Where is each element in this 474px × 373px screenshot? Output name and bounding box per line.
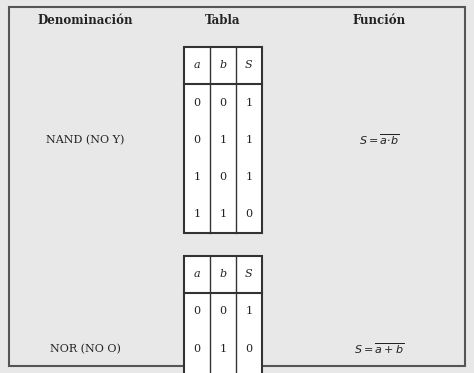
Bar bbox=[183, 256, 262, 373]
Text: 0: 0 bbox=[193, 98, 201, 107]
Text: 0: 0 bbox=[219, 307, 227, 316]
Text: 1: 1 bbox=[245, 307, 253, 316]
Text: 1: 1 bbox=[245, 98, 253, 107]
Text: NAND (NO Y): NAND (NO Y) bbox=[46, 135, 125, 145]
Text: 0: 0 bbox=[245, 344, 253, 354]
Text: Tabla: Tabla bbox=[205, 14, 240, 27]
Text: 1: 1 bbox=[245, 172, 253, 182]
Text: S: S bbox=[245, 60, 253, 70]
Text: 0: 0 bbox=[245, 210, 253, 219]
Text: 1: 1 bbox=[219, 210, 227, 219]
Text: 1: 1 bbox=[193, 172, 201, 182]
Text: 1: 1 bbox=[219, 135, 227, 145]
Text: a: a bbox=[193, 269, 200, 279]
Text: Función: Función bbox=[353, 14, 406, 27]
Text: a: a bbox=[193, 60, 200, 70]
Text: b: b bbox=[219, 60, 227, 70]
Text: S: S bbox=[245, 269, 253, 279]
Text: 1: 1 bbox=[193, 210, 201, 219]
Text: $S=\overline{a+b}$: $S=\overline{a+b}$ bbox=[354, 341, 404, 356]
Text: 0: 0 bbox=[219, 98, 227, 107]
Text: Denominación: Denominación bbox=[37, 14, 133, 27]
Text: b: b bbox=[219, 269, 227, 279]
Text: 0: 0 bbox=[219, 172, 227, 182]
Text: 0: 0 bbox=[193, 135, 201, 145]
Bar bbox=[183, 47, 262, 233]
Text: 1: 1 bbox=[219, 344, 227, 354]
Text: 0: 0 bbox=[193, 307, 201, 316]
Text: 1: 1 bbox=[245, 135, 253, 145]
Text: 0: 0 bbox=[193, 344, 201, 354]
Text: NOR (NO O): NOR (NO O) bbox=[50, 344, 121, 354]
Text: $S=\overline{a{\cdot}b}$: $S=\overline{a{\cdot}b}$ bbox=[359, 132, 399, 147]
